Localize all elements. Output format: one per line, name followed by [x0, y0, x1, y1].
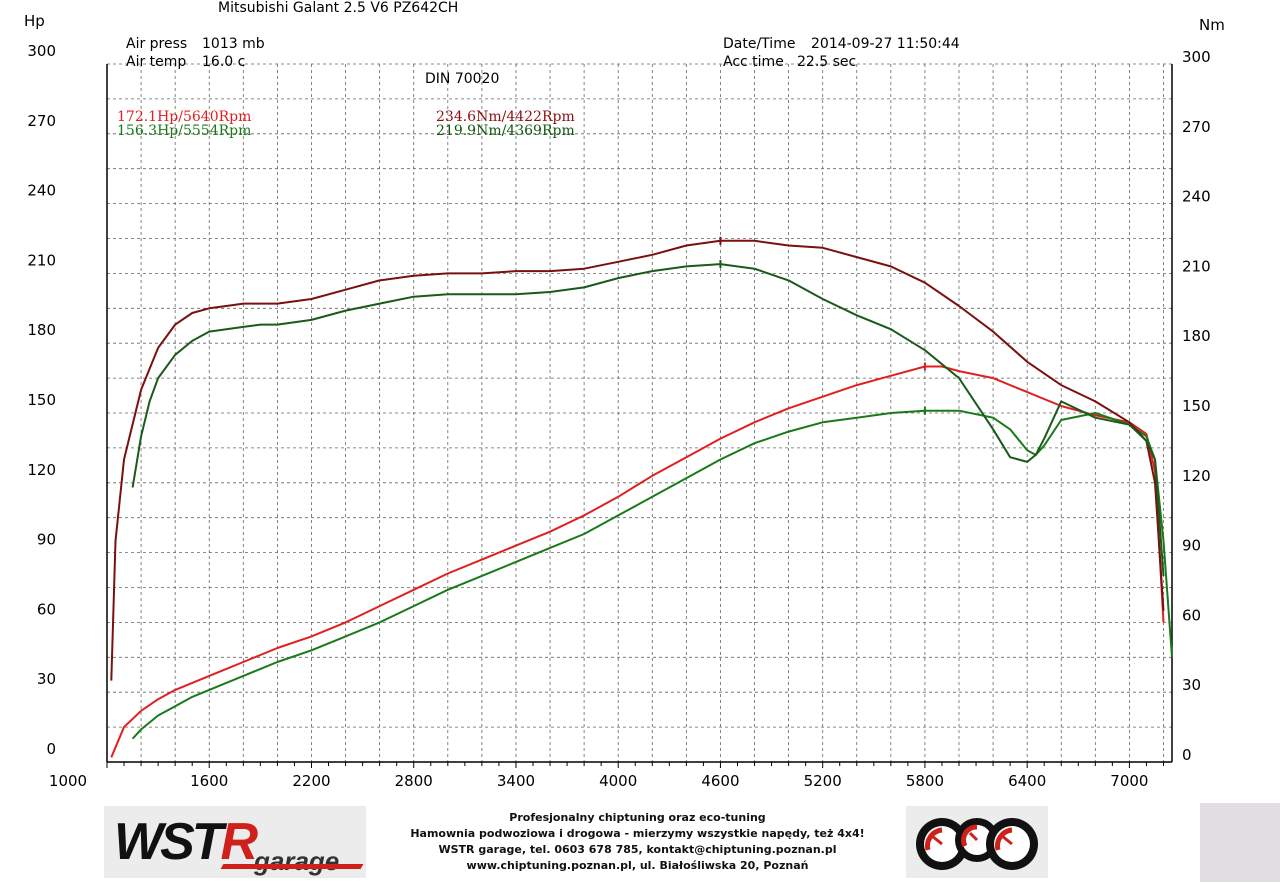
- gauges-logo: [906, 806, 1048, 878]
- acc-time-value: 22.5 sec: [797, 54, 857, 70]
- y-tick-label-left: 60: [37, 600, 56, 618]
- y-tick-label-right: 300: [1182, 48, 1211, 66]
- y-tick-label-right: 90: [1182, 537, 1201, 555]
- tick-labels: 0 0 30 30 60 60 90 90 120 120 150 150 180 180 210 210 24…: [27, 42, 1210, 790]
- x-tick-label: 4000: [599, 772, 637, 790]
- series-line-2: [110, 239, 1165, 681]
- y-tick-label-left: 150: [27, 391, 56, 409]
- y-axis-right-unit: Nm: [1199, 16, 1225, 34]
- x-tick-label: 5200: [804, 772, 842, 790]
- y-tick-label-left: 90: [37, 531, 56, 549]
- footer-line-2: Hamownia podwoziowa i drogowa - mierzymy…: [410, 827, 865, 840]
- axes: [106, 64, 1173, 768]
- air-temp-value: 16.0 c: [202, 54, 246, 70]
- y-tick-label-left: 180: [27, 321, 56, 339]
- peak-annotation-0: 172.1Hp/5640Rpm: [117, 109, 251, 125]
- y-tick-label-right: 30: [1182, 676, 1201, 694]
- grid: [107, 63, 1172, 763]
- x-tick-label: 7000: [1110, 772, 1148, 790]
- series-line-3: [131, 263, 1165, 576]
- y-tick-label-right: 60: [1182, 606, 1201, 624]
- chart-title: Mitsubishi Galant 2.5 V6 PZ642CH: [218, 0, 459, 16]
- footer-line-3: WSTR garage, tel. 0603 678 785, kontakt@…: [438, 843, 837, 856]
- y-tick-label-right: 180: [1182, 327, 1211, 345]
- y-tick-label-left: 300: [27, 42, 56, 60]
- x-tick-label: 2200: [292, 772, 330, 790]
- x-tick-label: 4600: [701, 772, 739, 790]
- x-tick-label: 1000: [49, 772, 87, 790]
- footer-line-1: Profesjonalny chiptuning oraz eco-tuning: [509, 811, 766, 824]
- y-tick-label-right: 240: [1182, 188, 1211, 206]
- y-tick-label-right: 270: [1182, 118, 1211, 136]
- datetime-label: Date/Time: [723, 36, 796, 52]
- series-line-1: [131, 409, 1173, 740]
- y-tick-label-left: 120: [27, 461, 56, 479]
- y-tick-label-left: 240: [27, 182, 56, 200]
- footer-line-4: www.chiptuning.poznan.pl, ul. Białośliws…: [466, 859, 809, 872]
- peak-annotation-2: 234.6Nm/4422Rpm: [436, 109, 575, 125]
- y-tick-label-left: 270: [27, 112, 56, 130]
- peak-annotation-3: 219.9Nm/4369Rpm: [436, 123, 575, 139]
- x-tick-label: 6400: [1008, 772, 1046, 790]
- series: [110, 236, 1173, 758]
- wstr-garage-logo: WSTR garage: [104, 806, 366, 878]
- air-temp-label: Air temp: [126, 54, 187, 70]
- y-tick-label-left: 210: [27, 251, 56, 269]
- y-tick-label-right: 120: [1182, 467, 1211, 485]
- norm-label: DIN 70020: [425, 71, 500, 87]
- y-axis-left-unit: Hp: [24, 12, 45, 30]
- y-tick-label-left: 30: [37, 670, 56, 688]
- y-tick-label-left: 0: [46, 740, 56, 758]
- y-tick-label-right: 0: [1182, 746, 1192, 764]
- air-press-value: 1013 mb: [202, 36, 265, 52]
- x-tick-label: 3400: [497, 772, 535, 790]
- side-panel: [1200, 803, 1280, 882]
- y-tick-label-right: 150: [1182, 397, 1211, 415]
- air-press-label: Air press: [126, 36, 188, 52]
- peak-annotation-1: 156.3Hp/5554Rpm: [117, 123, 251, 139]
- x-tick-label: 2800: [395, 772, 433, 790]
- x-tick-label: 5800: [906, 772, 944, 790]
- gauges-icon: [916, 818, 1038, 870]
- x-tick-label: 1600: [190, 772, 228, 790]
- y-tick-label-right: 210: [1182, 257, 1211, 275]
- series-line-0: [110, 365, 1165, 758]
- acc-time-label: Acc time: [723, 54, 784, 70]
- datetime-value: 2014-09-27 11:50:44: [811, 36, 960, 52]
- footer-text: Profesjonalny chiptuning oraz eco-tuning…: [370, 810, 905, 874]
